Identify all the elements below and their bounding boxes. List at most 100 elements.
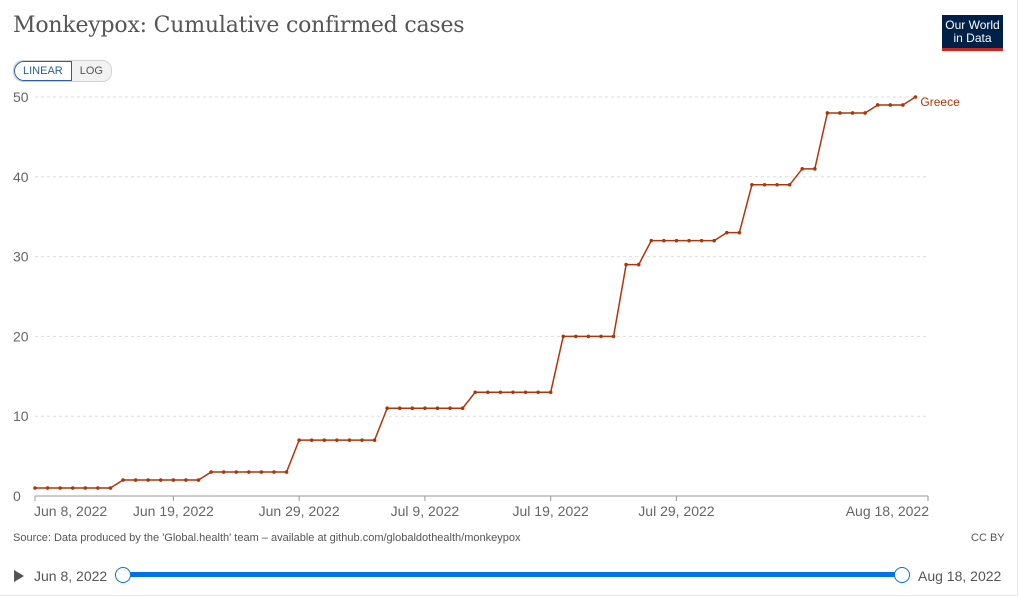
data-point [511, 390, 515, 395]
data-point [699, 238, 704, 243]
x-axis: Jun 8, 2022 Jun 19, 2022 Jun 29, 2022 Jul 9… [34, 495, 930, 519]
data-point [184, 478, 188, 482]
timeline-end-label: Aug 18, 2022 [918, 568, 1002, 584]
x-tick-label: Jul 9, 2022 [391, 503, 460, 519]
data-point [662, 238, 666, 243]
data-point [888, 103, 893, 107]
y-tick-label: 50 [13, 89, 29, 105]
license-link[interactable]: CC BY [971, 532, 1005, 544]
data-point [599, 334, 603, 339]
data-point [146, 478, 150, 482]
line-chart: 0 10 20 30 40 50 Jun 8, 2022 Jun 19, 2022 Jun 2… [13, 89, 960, 519]
logo-line-1: Our World [945, 18, 1000, 32]
timeline-start-handle[interactable] [115, 567, 131, 583]
series-greece: Greece [33, 95, 960, 490]
data-point [335, 438, 339, 442]
data-point [284, 470, 289, 474]
x-tick-label: Aug 18, 2022 [846, 503, 930, 519]
data-point [272, 470, 276, 474]
data-point [850, 111, 855, 115]
data-point [473, 390, 478, 395]
data-point [750, 182, 754, 187]
data-point [863, 111, 867, 115]
data-point [33, 486, 37, 490]
scale-toggle: LINEAR LOG [13, 60, 112, 82]
y-tick-label: 10 [13, 408, 29, 424]
x-tick-label: Jun 29, 2022 [259, 503, 340, 519]
data-point [875, 103, 880, 107]
data-point [385, 406, 389, 411]
log-scale-button[interactable]: LOG [71, 61, 111, 81]
data-point [209, 470, 213, 474]
data-point [247, 470, 251, 474]
data-point [322, 438, 327, 442]
data-point [523, 390, 528, 395]
data-point [536, 390, 540, 395]
x-tick-label: Jun 19, 2022 [133, 503, 214, 519]
data-point [234, 470, 239, 474]
y-tick-label: 0 [13, 488, 21, 504]
data-point [687, 238, 691, 243]
data-point [133, 478, 138, 482]
timeline-start-label: Jun 8, 2022 [34, 568, 108, 584]
data-point [58, 486, 62, 490]
data-point [649, 238, 654, 243]
owid-logo[interactable]: Our World in Data [942, 15, 1003, 51]
x-tick-label: Jul 19, 2022 [513, 503, 589, 519]
data-point [548, 390, 553, 395]
data-point [83, 486, 88, 490]
y-axis: 0 10 20 30 40 50 [13, 89, 29, 504]
data-point [762, 182, 767, 187]
x-tick-label: Jun 8, 2022 [34, 503, 107, 519]
data-point [485, 390, 490, 395]
data-point [586, 334, 591, 339]
data-point [259, 470, 264, 474]
data-point [813, 167, 817, 171]
logo-line-2: in Data [953, 31, 992, 45]
data-point [171, 478, 176, 482]
data-point [309, 438, 314, 442]
play-icon[interactable] [14, 570, 24, 582]
data-point [96, 486, 100, 490]
data-point [297, 438, 301, 442]
source-note: Source: Data produced by the 'Global.hea… [13, 532, 521, 544]
linear-scale-button[interactable]: LINEAR [14, 61, 72, 81]
chart-title: Monkeypox: Cumulative confirmed cases [13, 13, 465, 38]
data-point [360, 438, 364, 442]
data-point [397, 406, 402, 411]
data-point [45, 486, 50, 490]
data-point [724, 230, 729, 235]
data-point [70, 486, 75, 490]
data-point [712, 238, 716, 243]
timeline: Jun 8, 2022 Aug 18, 2022 [0, 560, 1019, 590]
x-tick-label: Jul 29, 2022 [638, 503, 714, 519]
data-point [787, 182, 792, 187]
data-point [574, 334, 578, 339]
data-point [196, 478, 201, 482]
data-point [624, 262, 628, 267]
data-point [158, 478, 163, 482]
data-point [561, 334, 566, 339]
data-point [800, 167, 805, 171]
data-point [460, 406, 465, 411]
data-point [913, 95, 918, 99]
timeline-track[interactable] [123, 572, 902, 577]
data-point [108, 486, 113, 490]
data-point [636, 262, 641, 267]
y-tick-label: 20 [13, 328, 29, 344]
timeline-end-handle[interactable] [894, 567, 910, 583]
series-line [35, 96, 916, 489]
grid-lines [35, 96, 928, 417]
data-point [775, 182, 779, 187]
y-tick-label: 40 [13, 169, 29, 185]
data-point [372, 438, 377, 442]
data-point [901, 103, 905, 107]
data-point [838, 111, 842, 115]
data-point [498, 390, 503, 395]
data-point [221, 470, 226, 474]
data-point [611, 334, 616, 339]
data-point [410, 406, 415, 411]
series-label: Greece [920, 95, 960, 109]
data-point [435, 406, 440, 411]
